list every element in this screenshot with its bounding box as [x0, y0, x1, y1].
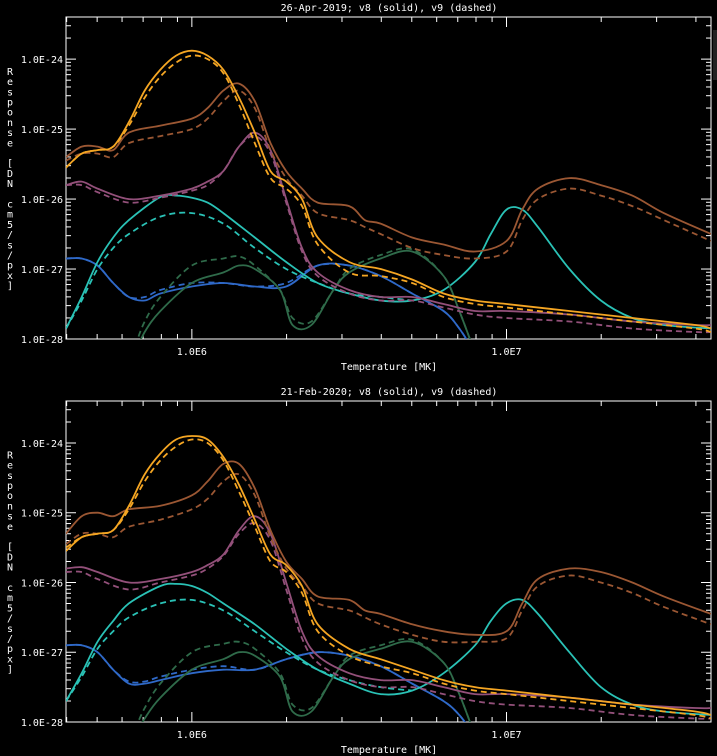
y-tick-label: 1.0E-25	[21, 125, 63, 136]
y-axis-label-char: /	[7, 634, 13, 645]
y-axis-label-char: ]	[7, 665, 13, 676]
y-axis-label-char: s	[7, 240, 13, 251]
series-group	[66, 435, 711, 722]
plot-frame	[65, 400, 712, 723]
y-axis-label-char: p	[7, 644, 13, 655]
y-tick-label: 1.0E-27	[21, 265, 63, 276]
series-line-cyan-dashed	[66, 598, 413, 702]
y-axis-label-char: p	[7, 261, 13, 272]
y-axis-label-char: s	[7, 624, 13, 635]
y-tick-label: 1.0E-27	[21, 648, 63, 659]
y-axis-label-char: s	[7, 128, 13, 139]
y-axis-label-char: s	[7, 471, 13, 482]
y-axis-label-char: s	[7, 87, 13, 98]
x-axis-label: Temperature [MK]	[341, 362, 437, 373]
y-axis-label-char: c	[7, 200, 13, 211]
y-axis-label-char: m	[7, 210, 13, 221]
y-axis-label-char: /	[7, 230, 13, 241]
series-line-cyan-solid	[66, 582, 711, 716]
y-tick-label: 1.0E-28	[21, 718, 63, 729]
y-axis-label-char: [	[7, 542, 13, 553]
y-axis-label-char: [	[7, 159, 13, 170]
axes: 1.0E-28 1.0E-27 1.0E-26 1.0E-25 1.0E-24 1.0E6…	[21, 400, 712, 741]
x-tick-label: 1.0E7	[491, 730, 521, 741]
series-line-blue-dashed	[66, 257, 468, 339]
y-axis-label-char: /	[7, 614, 13, 625]
y-axis-label-char: p	[7, 98, 13, 109]
y-axis-label-char: o	[7, 491, 13, 502]
series-line-brown-dashed	[66, 89, 711, 260]
y-axis-label-char: s	[7, 512, 13, 523]
series-line-orange-dashed	[66, 438, 711, 720]
y-tick-label: 1.0E-26	[21, 195, 63, 206]
y-axis-label-char: ]	[7, 281, 13, 292]
y-axis-label-char: o	[7, 108, 13, 119]
y-axis-label-char: D	[7, 169, 13, 180]
y-tick-label: 1.0E-26	[21, 578, 63, 589]
series-line-green-dashed	[136, 247, 471, 339]
y-axis-label-char: e	[7, 138, 13, 149]
x-tick-label: 1.0E6	[177, 730, 207, 741]
y-axis-label-char: n	[7, 501, 13, 512]
x-axis-label: Temperature [MK]	[341, 745, 437, 756]
y-tick-label: 1.0E-24	[21, 55, 63, 66]
series-line-orange-dashed	[66, 54, 711, 333]
y-axis-label-char: N	[7, 179, 13, 190]
y-tick-label: 1.0E-24	[21, 439, 63, 450]
y-axis-label-char: e	[7, 77, 13, 88]
y-axis-label-char: c	[7, 583, 13, 594]
series-line-orange-solid	[66, 49, 711, 330]
y-axis-label-char: e	[7, 461, 13, 472]
x-tick-label: 1.0E7	[491, 347, 521, 358]
y-tick-label: 1.0E-25	[21, 509, 63, 520]
series-line-cyan-dashed	[66, 211, 413, 329]
y-axis-label-char: R	[7, 450, 14, 461]
y-tick-label: 1.0E-28	[21, 335, 63, 346]
chart-title: 26-Apr-2019; v8 (solid), v9 (dashed)	[281, 3, 498, 14]
x-tick-label: 1.0E6	[177, 347, 207, 358]
chart-panel-2020: 21-Feb-2020; v8 (solid), v9 (dashed) Tem…	[7, 387, 712, 756]
series-line-orange-solid	[66, 435, 711, 716]
series-line-purple-solid	[66, 131, 711, 327]
window-scrollbar[interactable]	[713, 30, 717, 80]
y-axis-label-char: /	[7, 251, 13, 262]
series-line-brown-solid	[66, 82, 711, 253]
y-axis-label-char: 5	[7, 603, 13, 614]
y-axis-label-char: D	[7, 552, 13, 563]
series-line-green-dashed	[137, 638, 471, 722]
plot-frame	[65, 16, 712, 340]
y-axis-label-char: n	[7, 118, 13, 129]
series-line-brown-solid	[66, 460, 711, 636]
y-axis-label-char: x	[7, 654, 13, 665]
y-axis-label-char: R	[7, 67, 14, 78]
axes: 1.0E-28 1.0E-27 1.0E-26 1.0E-25 1.0E-24 1.0E6…	[21, 16, 712, 358]
series-line-blue-dashed	[66, 643, 467, 722]
y-axis-label-char: m	[7, 593, 13, 604]
series-line-green-solid	[141, 640, 471, 722]
y-axis-label-char: N	[7, 563, 13, 574]
series-line-purple-dashed	[66, 135, 711, 334]
y-axis-label-char: e	[7, 522, 13, 533]
series-line-purple-dashed	[66, 522, 711, 720]
series-line-brown-dashed	[66, 472, 711, 644]
series-group	[66, 49, 711, 339]
y-axis-label-char: 5	[7, 220, 13, 231]
y-axis-label-char: x	[7, 271, 13, 282]
y-axis-label-char: p	[7, 481, 13, 492]
series-line-green-solid	[140, 249, 471, 339]
chart-title: 21-Feb-2020; v8 (solid), v9 (dashed)	[281, 387, 498, 398]
chart-panel-2019: 26-Apr-2019; v8 (solid), v9 (dashed) Tem…	[7, 3, 712, 373]
